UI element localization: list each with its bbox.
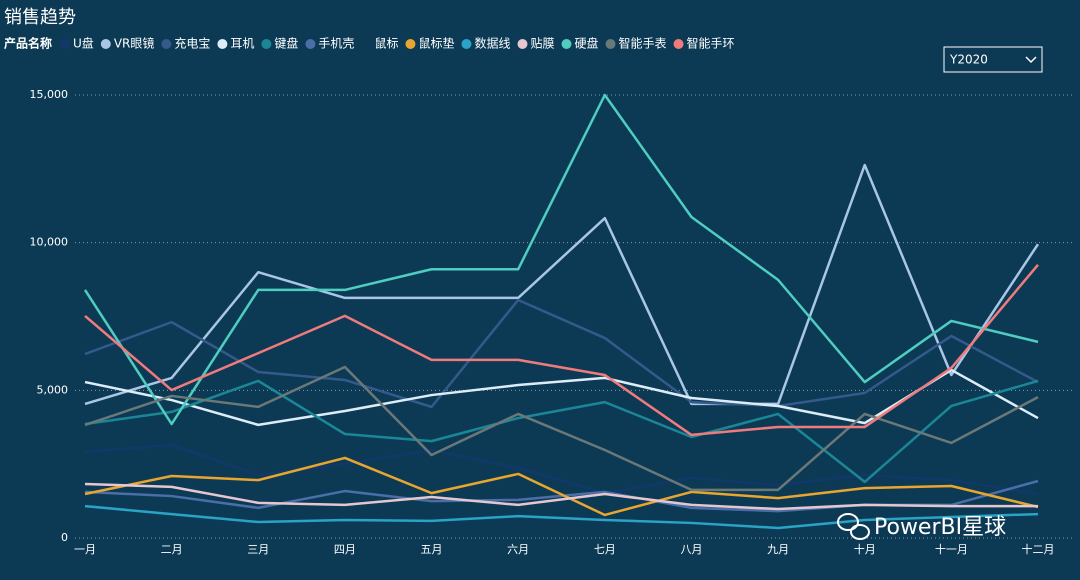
dropdown-box[interactable] — [943, 46, 1043, 73]
legend-title: 产品名称 — [4, 36, 52, 51]
dropdown-chevron[interactable] — [1025, 56, 1037, 64]
x-tick-label: 十一月 — [935, 542, 968, 556]
x-tick-label: 七月 — [594, 543, 616, 556]
dropdown[interactable]: Y2020 — [943, 46, 1043, 73]
series-line — [84, 264, 1039, 437]
series-line — [84, 443, 1039, 496]
x-tick-label: 五月 — [421, 543, 443, 556]
x-tick-label: 四月 — [334, 543, 356, 556]
series-line — [84, 368, 1039, 427]
legend-marker — [261, 39, 272, 49]
legend-label: 充电宝 — [174, 36, 210, 51]
x-tick-label: 八月 — [680, 543, 702, 556]
legend-label: U盘 — [73, 36, 94, 51]
series-line — [84, 298, 1039, 409]
chart-title: 销售趋势 — [4, 7, 76, 28]
series-line — [84, 365, 1039, 492]
y-tick-label: 5,000 — [37, 383, 69, 396]
watermark: PowerBI星球 — [837, 513, 1006, 540]
x-tick-label: 一月 — [74, 543, 96, 556]
x-tick-label: 十月 — [854, 542, 876, 556]
x-tick-label: 二月 — [161, 543, 183, 556]
x-tick-label: 十二月 — [1022, 542, 1055, 556]
x-tick-label: 三月 — [247, 543, 269, 556]
watermark-text: PowerBI星球 — [874, 515, 1006, 540]
y-tick-label: 0 — [61, 531, 68, 544]
series-line — [84, 379, 1039, 484]
legend-label: 智能手环 — [687, 36, 735, 51]
legend-marker — [673, 39, 684, 49]
legend-marker — [517, 39, 528, 49]
legend-label: 数据线 — [474, 36, 510, 51]
legend-marker — [217, 39, 228, 49]
x-tick-label: 九月 — [767, 543, 789, 556]
legend-marker — [405, 39, 416, 49]
legend-marker — [60, 39, 71, 49]
legend-label: VR眼镜 — [114, 36, 155, 51]
legend-label: 键盘 — [274, 36, 298, 51]
legend-marker — [361, 39, 372, 49]
legend-label: 硬盘 — [575, 36, 599, 51]
legend-marker — [100, 39, 111, 49]
legend-label: 耳机 — [230, 37, 254, 51]
series-line — [84, 456, 1039, 517]
legend-marker — [561, 39, 572, 49]
legend-label: 贴膜 — [530, 37, 554, 51]
legend-label: 智能手表 — [619, 36, 667, 51]
legend-marker — [605, 39, 616, 49]
watermark-icon — [850, 524, 870, 540]
series-line — [84, 482, 1038, 511]
legend-marker — [161, 39, 172, 49]
series-line — [84, 163, 1040, 406]
y-tick-label: 15,000 — [30, 88, 69, 101]
y-tick-label: 10,000 — [30, 236, 69, 249]
legend-label: 手机壳 — [318, 37, 354, 51]
dropdown-value[interactable]: Y2020 — [949, 53, 988, 67]
series-line — [83, 93, 1039, 426]
legend-marker — [461, 39, 472, 49]
legend-label: 鼠标垫 — [418, 36, 454, 51]
watermark-icon — [837, 513, 859, 531]
series-line — [84, 504, 1039, 530]
legend-label: 鼠标 — [374, 37, 398, 51]
x-tick-label: 六月 — [507, 543, 529, 556]
legend-marker — [305, 39, 316, 49]
